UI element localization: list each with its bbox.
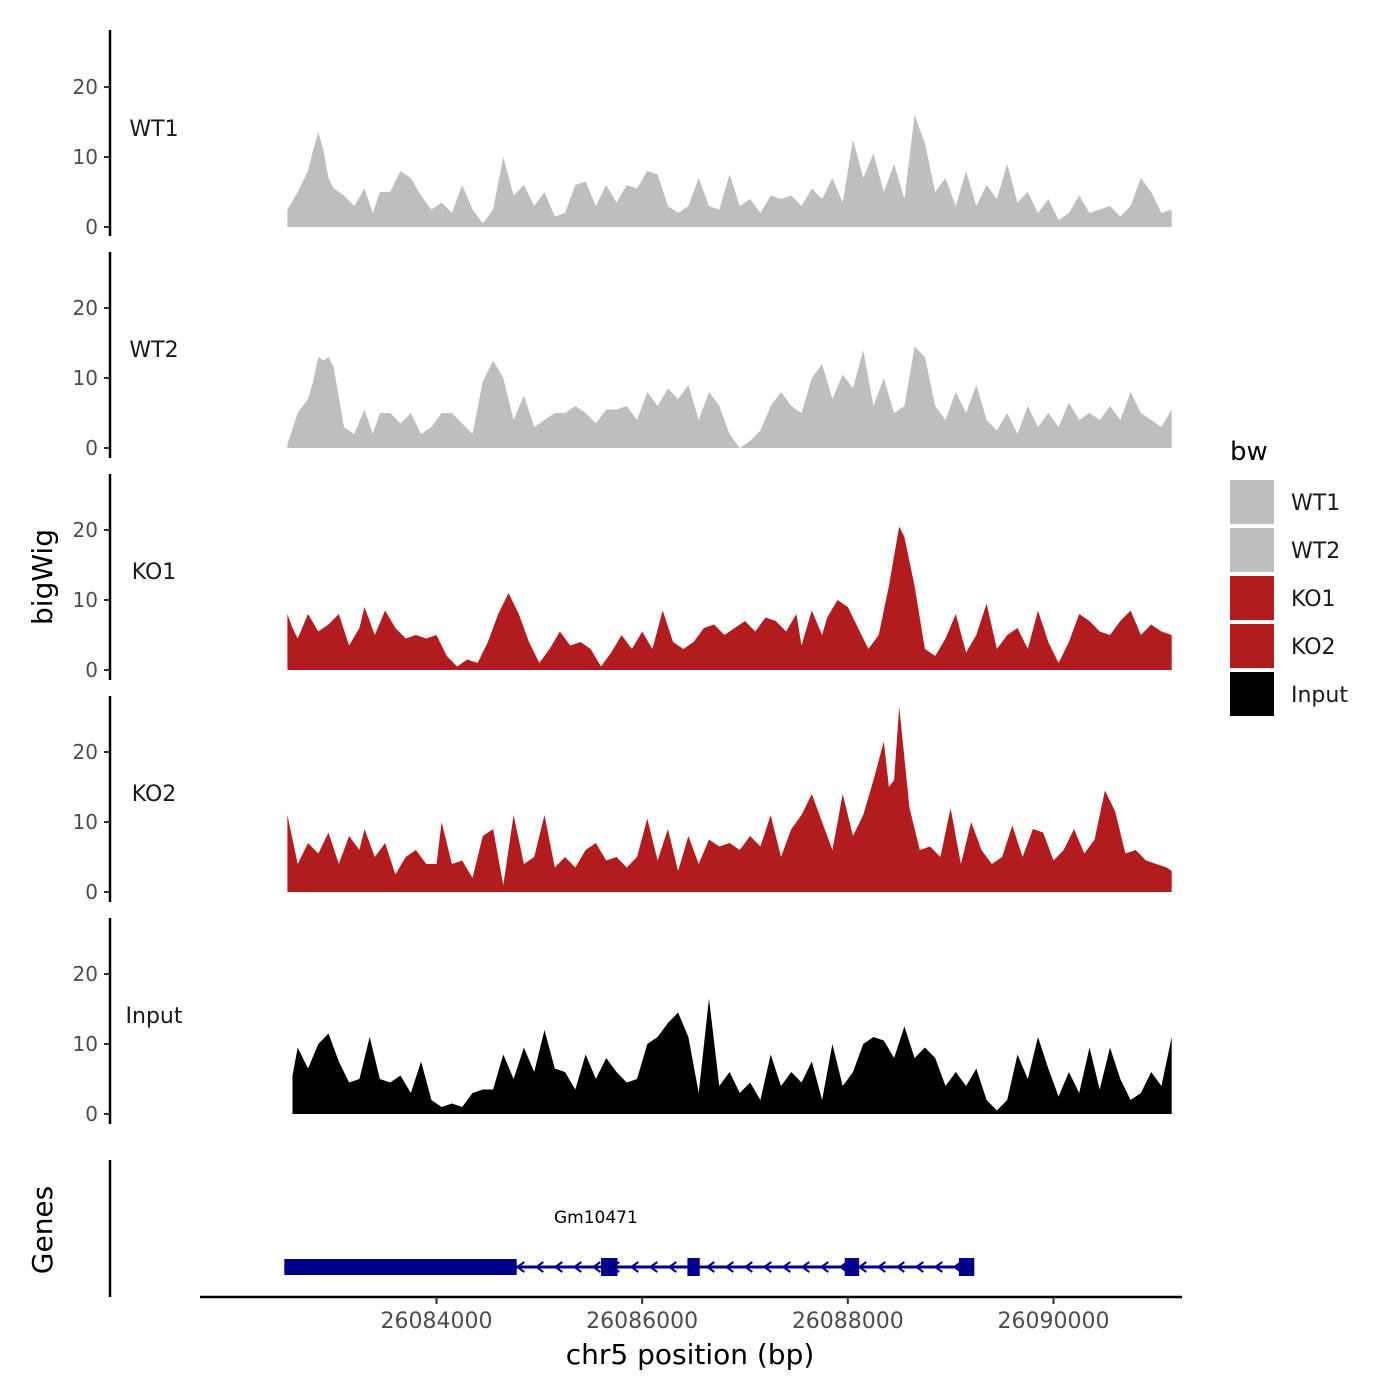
x-tick-label: 26090000	[997, 1309, 1109, 1334]
x-tick-label: 26086000	[586, 1309, 698, 1334]
y-tick-label: 0	[85, 1102, 98, 1126]
legend-label: WT1	[1291, 491, 1340, 516]
gene-track-panel: Gm10471	[108, 1160, 975, 1297]
panel-ko1: 0 10 20 KO1	[73, 474, 1172, 682]
strand-chevron	[781, 1261, 791, 1273]
y-tick-label: 20	[73, 962, 98, 986]
strand-chevron	[876, 1261, 886, 1273]
y-tick-label: 0	[85, 215, 98, 239]
strand-chevron	[857, 1261, 867, 1273]
y-tick-label: 10	[73, 366, 98, 390]
panel-label: KO2	[132, 782, 177, 807]
legend-swatch	[1230, 480, 1274, 524]
gene-exon	[844, 1258, 860, 1276]
panel-wt1: 0 10 20 WT1	[73, 30, 1172, 239]
area-input	[292, 998, 1172, 1114]
strand-chevron	[819, 1261, 829, 1273]
strand-chevron	[914, 1261, 924, 1273]
strand-chevron	[572, 1261, 582, 1273]
legend-label: WT2	[1291, 539, 1340, 564]
area-wt1	[287, 115, 1172, 227]
strand-chevron	[705, 1261, 715, 1273]
legend-label: KO2	[1291, 635, 1336, 660]
panel-label: KO1	[132, 560, 177, 585]
panel-wt2: 0 10 20 WT2	[73, 252, 1172, 460]
strand-chevron	[933, 1261, 943, 1273]
x-axis-title: chr5 position (bp)	[566, 1338, 815, 1371]
strand-chevron	[591, 1261, 601, 1273]
legend-item-wt1: WT1	[1230, 480, 1340, 524]
genes-axis-title: Genes	[26, 1186, 59, 1274]
panel-label: WT2	[129, 338, 178, 363]
legend-item-wt2: WT2	[1230, 528, 1340, 572]
area-ko1	[287, 526, 1172, 670]
y-tick-label: 0	[85, 880, 98, 904]
legend-swatch	[1230, 624, 1274, 668]
strand-chevron	[629, 1261, 639, 1273]
legend-label: KO1	[1291, 587, 1336, 612]
strand-chevron	[553, 1261, 563, 1273]
legend-title: bw	[1230, 437, 1268, 467]
area-ko2	[287, 706, 1172, 892]
x-tick-label: 26084000	[381, 1309, 493, 1334]
x-tick-label: 26088000	[792, 1309, 904, 1334]
legend: bw WT1 WT2 KO1 KO2 Input	[1230, 437, 1348, 716]
strand-chevron	[724, 1261, 734, 1273]
legend-swatch	[1230, 528, 1274, 572]
panel-label: WT1	[129, 117, 178, 142]
legend-item-ko2: KO2	[1230, 624, 1336, 668]
legend-label: Input	[1291, 683, 1348, 708]
y-axis-title: bigWig	[26, 529, 59, 625]
gene-label: Gm10471	[554, 1208, 638, 1228]
legend-swatch	[1230, 672, 1274, 716]
y-tick-label: 0	[85, 658, 98, 682]
y-tick-label: 10	[73, 810, 98, 834]
panel-ko2: 0 10 20 KO2	[73, 696, 1172, 904]
gene-exon	[958, 1258, 975, 1276]
y-tick-label: 10	[73, 1032, 98, 1056]
area-wt2	[287, 346, 1172, 448]
strand-chevron	[800, 1261, 810, 1273]
y-tick-label: 20	[73, 518, 98, 542]
legend-swatch	[1230, 576, 1274, 620]
strand-chevron	[743, 1261, 753, 1273]
x-axis: 26084000 26086000 26088000 26090000	[200, 1295, 1182, 1334]
strand-chevron	[515, 1261, 525, 1273]
gene-exon	[601, 1258, 618, 1276]
gene-exon	[687, 1258, 700, 1276]
legend-item-input: Input	[1230, 672, 1348, 716]
y-tick-label: 20	[73, 75, 98, 99]
panel-label: Input	[126, 1004, 183, 1029]
y-tick-label: 10	[73, 145, 98, 169]
strand-chevron	[895, 1261, 905, 1273]
y-tick-label: 20	[73, 296, 98, 320]
y-tick-label: 20	[73, 740, 98, 764]
strand-chevron	[534, 1261, 544, 1273]
strand-chevron	[762, 1261, 772, 1273]
strand-chevron	[667, 1261, 677, 1273]
signal-panels: 0 10 20 WT1 0 10 20 WT2 0 10 20 KO1 0 10 20 KO2 0 10 20 Inp…	[73, 30, 1172, 1126]
strand-chevron	[648, 1261, 658, 1273]
y-tick-label: 10	[73, 588, 98, 612]
gene-exon	[284, 1259, 517, 1275]
y-tick-label: 0	[85, 436, 98, 460]
panel-input: 0 10 20 Input	[73, 918, 1172, 1126]
legend-item-ko1: KO1	[1230, 576, 1336, 620]
